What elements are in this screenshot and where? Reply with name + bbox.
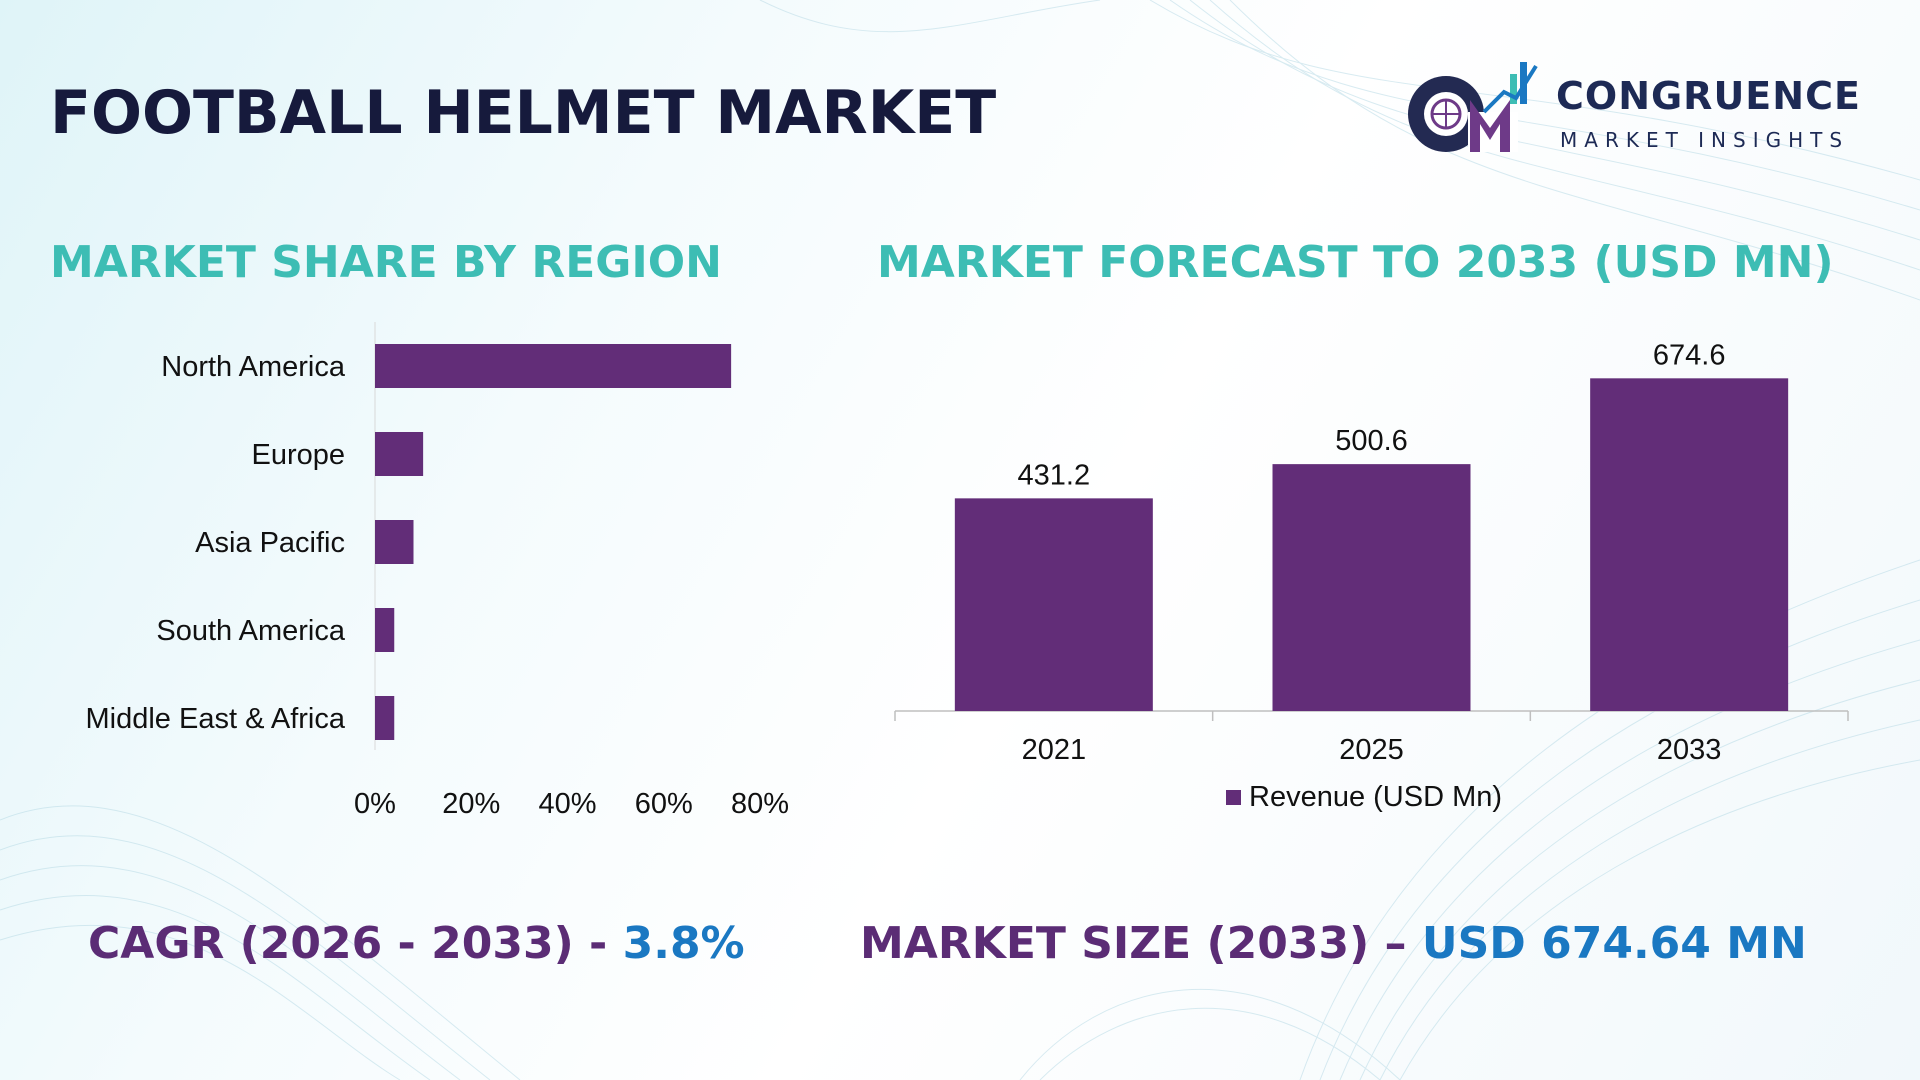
region-share-chart: North America Europe Asia Pacific South Ame… [86, 322, 789, 820]
forecast-data-label: 674.6 [1653, 339, 1726, 371]
forecast-category-label: 2025 [1339, 734, 1404, 766]
logo-subtitle: MARKET INSIGHTS [1560, 128, 1850, 152]
region-category-label: Europe [251, 439, 345, 471]
forecast-category-label: 2033 [1657, 734, 1722, 766]
page-title: FOOTBALL HELMET MARKET [50, 78, 997, 148]
market-size-value: USD 674.64 MN [1421, 918, 1807, 969]
company-logo: CM CONGRUENCE MARKET INSIGHTS [1398, 52, 1868, 162]
region-x-tick-label: 80% [731, 788, 789, 820]
region-category-label: South America [156, 615, 345, 647]
legend-label: Revenue (USD Mn) [1249, 781, 1502, 813]
forecast-bar [1272, 464, 1471, 711]
cagr-value: 3.8% [622, 918, 745, 969]
market-size-text: MARKET SIZE (2033) – USD 674.64 MN [860, 918, 1807, 969]
region-category-label: North America [161, 351, 346, 383]
region-bar [375, 608, 395, 652]
region-bar [375, 432, 424, 476]
market-size-label: MARKET SIZE (2033) – [860, 918, 1422, 969]
forecast-category-label: 2021 [1022, 734, 1087, 766]
forecast-chart: 431.2 2021 500.6 2025 674.6 2033 Revenue (USD … [894, 339, 1849, 813]
forecast-data-label: 431.2 [1018, 459, 1091, 491]
region-category-label: Middle East & Africa [86, 703, 346, 735]
region-bar [375, 344, 732, 388]
region-x-tick-label: 40% [538, 788, 596, 820]
region-category-label: Asia Pacific [195, 527, 345, 559]
region-x-tick-label: 0% [354, 788, 396, 820]
legend-swatch [1226, 790, 1241, 805]
cagr-label: CAGR (2026 - 2033) - [88, 918, 623, 969]
forecast-bar [954, 498, 1153, 711]
region-section-title: MARKET SHARE BY REGION [50, 237, 722, 288]
logo-name: CONGRUENCE [1556, 74, 1861, 118]
forecast-data-label: 500.6 [1335, 425, 1408, 457]
region-x-tick-label: 60% [635, 788, 693, 820]
region-bar [375, 520, 414, 564]
forecast-section-title: MARKET FORECAST TO 2033 (USD MN) [877, 237, 1834, 288]
cagr-text: CAGR (2026 - 2033) - 3.8% [88, 918, 745, 969]
forecast-bar [1590, 378, 1789, 711]
logo-mark-icon: CM [1408, 62, 1538, 152]
region-x-tick-label: 20% [442, 788, 500, 820]
region-bar [375, 696, 395, 740]
